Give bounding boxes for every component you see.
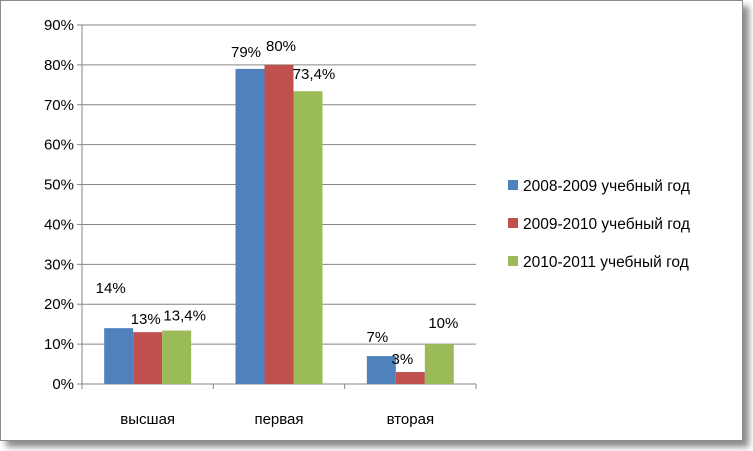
- y-tick-label: 40%: [44, 216, 74, 233]
- data-label: 13%: [131, 311, 161, 328]
- x-tick-label: первая: [254, 411, 303, 428]
- data-label: 73,4%: [293, 66, 336, 83]
- legend-swatch: [508, 256, 518, 266]
- bar: [293, 91, 323, 385]
- legend-label: 2009-2010 учебный год: [523, 216, 690, 233]
- data-label: 80%: [266, 38, 296, 55]
- x-tick-label: вторая: [387, 411, 435, 428]
- y-tick-label: 90%: [44, 17, 74, 34]
- data-label: 14%: [96, 280, 126, 297]
- bar: [264, 64, 294, 384]
- data-label: 7%: [366, 329, 388, 346]
- x-tick-label: высшая: [120, 411, 175, 428]
- y-tick-label: 60%: [44, 137, 74, 154]
- data-label: 13,4%: [163, 308, 206, 325]
- chart-frame: 0% 10% 20% 30% 40% 50% 60% 70% 80% 90% высшая перва…: [0, 0, 743, 441]
- y-tick-label: 80%: [44, 57, 74, 74]
- y-tick-label: 30%: [44, 256, 74, 273]
- y-tick-label: 20%: [44, 296, 74, 313]
- y-tick-label: 70%: [44, 97, 74, 114]
- bar: [395, 372, 425, 384]
- bar: [162, 330, 192, 384]
- y-tick-label: 50%: [44, 177, 74, 194]
- bar: [235, 68, 265, 384]
- y-tick-label: 10%: [44, 336, 74, 353]
- bar: [133, 332, 163, 384]
- legend-label: 2008-2009 учебный год: [523, 178, 690, 195]
- bar-chart: 0% 10% 20% 30% 40% 50% 60% 70% 80% 90% высшая перва…: [44, 17, 690, 428]
- legend-swatch: [508, 218, 518, 228]
- legend-label: 2010-2011 учебный год: [523, 254, 689, 271]
- y-tick-label: 0%: [52, 376, 74, 393]
- bar: [104, 328, 134, 384]
- data-label: 10%: [428, 315, 458, 332]
- bar: [366, 356, 396, 384]
- bar: [424, 344, 454, 384]
- legend-swatch: [508, 180, 518, 190]
- data-label: 79%: [231, 44, 261, 61]
- data-label: 3%: [391, 351, 413, 368]
